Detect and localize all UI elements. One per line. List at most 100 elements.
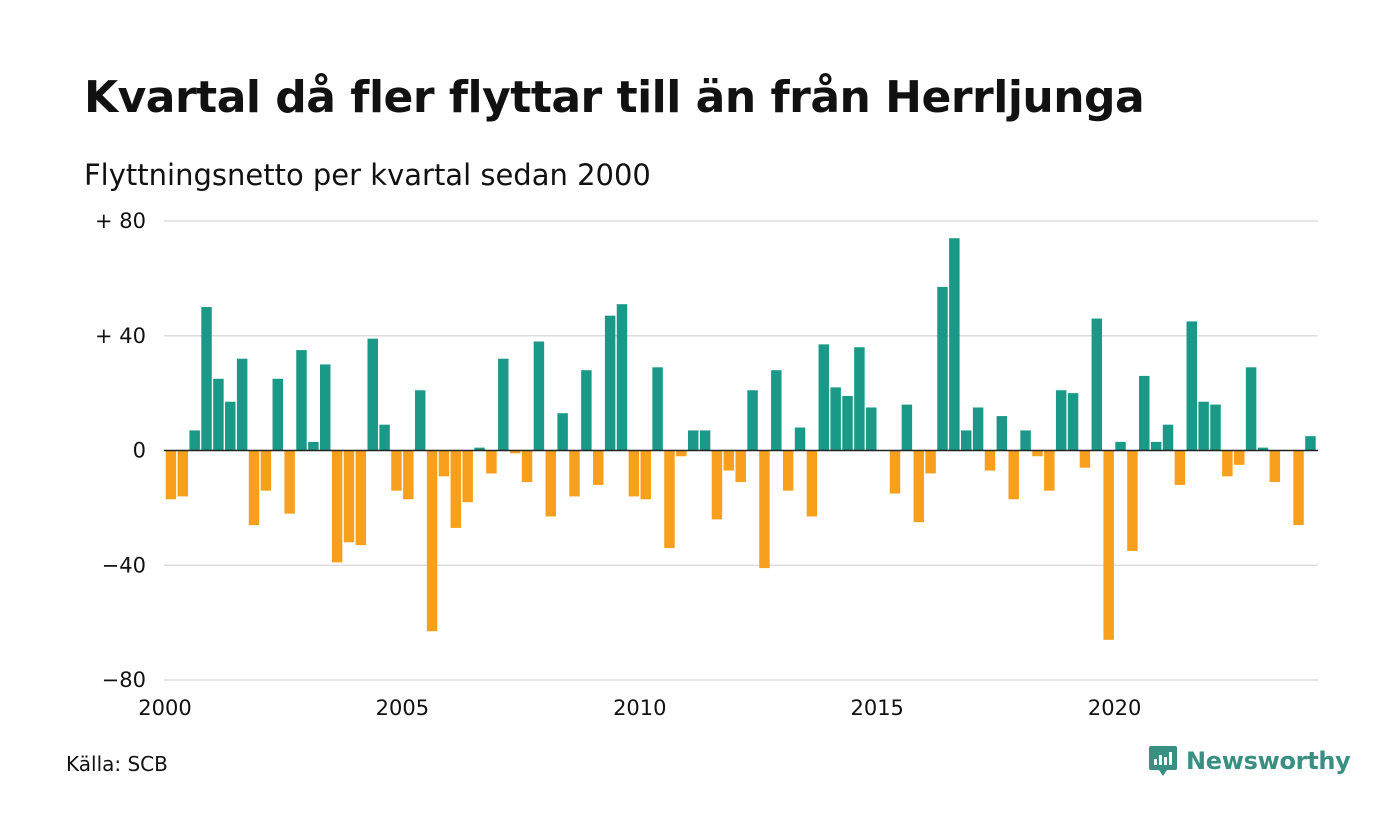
- bar: [616, 304, 628, 451]
- bar: [260, 450, 272, 491]
- x-tick-label: 2005: [376, 696, 429, 720]
- bar: [521, 450, 533, 483]
- bar: [1079, 450, 1091, 468]
- bar: [842, 395, 853, 451]
- bar: [604, 315, 616, 451]
- x-tick-label: 2000: [138, 696, 191, 720]
- bar: [866, 407, 877, 451]
- gridlines: [164, 220, 1318, 681]
- bar: [1127, 450, 1138, 551]
- bar: [901, 404, 913, 451]
- bar: [545, 450, 557, 517]
- bar: [1103, 450, 1114, 640]
- bar: [984, 450, 996, 471]
- bar: [1293, 450, 1304, 526]
- bar: [189, 430, 200, 451]
- x-tick-label: 2015: [850, 696, 903, 720]
- bar: [735, 450, 746, 483]
- brand-logo: Newsworthy: [1148, 744, 1351, 778]
- bar: [794, 427, 806, 451]
- bar: [1055, 390, 1067, 451]
- bar: [320, 364, 331, 451]
- y-tick-label: + 40: [95, 324, 146, 348]
- bar: [367, 338, 378, 451]
- bar: [533, 341, 545, 451]
- bar: [1008, 450, 1019, 500]
- bar: [379, 424, 390, 451]
- bar: [687, 430, 699, 451]
- y-tick-label: −80: [102, 668, 146, 692]
- bar: [830, 387, 841, 451]
- bar: [236, 358, 248, 451]
- bar: [450, 450, 462, 528]
- bar: [1174, 450, 1186, 485]
- bar: [509, 450, 521, 454]
- bar: [1210, 404, 1221, 451]
- bar: [711, 450, 723, 520]
- bar: [331, 450, 343, 563]
- bar: [771, 370, 782, 451]
- bar: [854, 347, 865, 451]
- bar: [1269, 450, 1281, 483]
- bar: [640, 450, 651, 500]
- bar: [1139, 375, 1150, 451]
- bar: [308, 441, 319, 451]
- bar: [960, 430, 972, 451]
- x-tick-label: 2020: [1088, 696, 1141, 720]
- y-tick-label: −40: [102, 553, 146, 577]
- bar: [996, 416, 1008, 451]
- chart-subtitle: Flyttningsnetto per kvartal sedan 2000: [84, 158, 651, 192]
- bar: [1115, 441, 1126, 451]
- bar: [628, 450, 640, 497]
- bar: [1222, 450, 1233, 477]
- bar: [1150, 441, 1162, 451]
- bar: [201, 307, 212, 451]
- bar: [1198, 401, 1209, 451]
- bar: [557, 413, 568, 451]
- bar: [1186, 321, 1197, 451]
- bar: [806, 450, 818, 517]
- bar: [1020, 430, 1031, 451]
- bar: [355, 450, 367, 546]
- bar: [213, 378, 224, 451]
- bar: [474, 447, 485, 451]
- x-tick-label: 2010: [613, 696, 666, 720]
- bar: [225, 401, 236, 451]
- bar: [664, 450, 675, 549]
- bar: [486, 450, 497, 474]
- bar: [818, 344, 830, 451]
- bar: [699, 430, 711, 451]
- bar: [284, 450, 295, 514]
- bar: [949, 238, 960, 451]
- bar: [462, 450, 473, 503]
- bar: [1067, 393, 1079, 451]
- bar: [426, 450, 438, 632]
- bar: [759, 450, 770, 569]
- bar: [676, 450, 687, 457]
- bar: [723, 450, 735, 471]
- bar: [343, 450, 355, 543]
- bar: [937, 286, 948, 451]
- y-tick-label: 0: [133, 439, 146, 463]
- chart-title: Kvartal då fler flyttar till än från Her…: [84, 72, 1145, 123]
- bar: [972, 407, 984, 451]
- y-tick-label: + 80: [95, 209, 146, 233]
- bar: [1162, 424, 1174, 451]
- bar: [1032, 450, 1043, 457]
- bar: [913, 450, 924, 523]
- source-note: Källa: SCB: [66, 752, 168, 776]
- bar-chart: + 80 + 40 0 −40 −80 2000 2005 2010 2015 2020: [95, 209, 1318, 720]
- bar: [889, 450, 901, 494]
- bar: [165, 450, 177, 500]
- bar: [925, 450, 936, 474]
- bar: [747, 390, 758, 451]
- y-axis-labels: + 80 + 40 0 −40 −80: [95, 209, 146, 692]
- bar: [177, 450, 189, 497]
- bar: [1234, 450, 1245, 465]
- bar: [1044, 450, 1055, 491]
- bar: [272, 378, 283, 451]
- bar: [782, 450, 794, 491]
- bar: [569, 450, 580, 497]
- bar: [1091, 318, 1103, 451]
- bar: [581, 370, 592, 451]
